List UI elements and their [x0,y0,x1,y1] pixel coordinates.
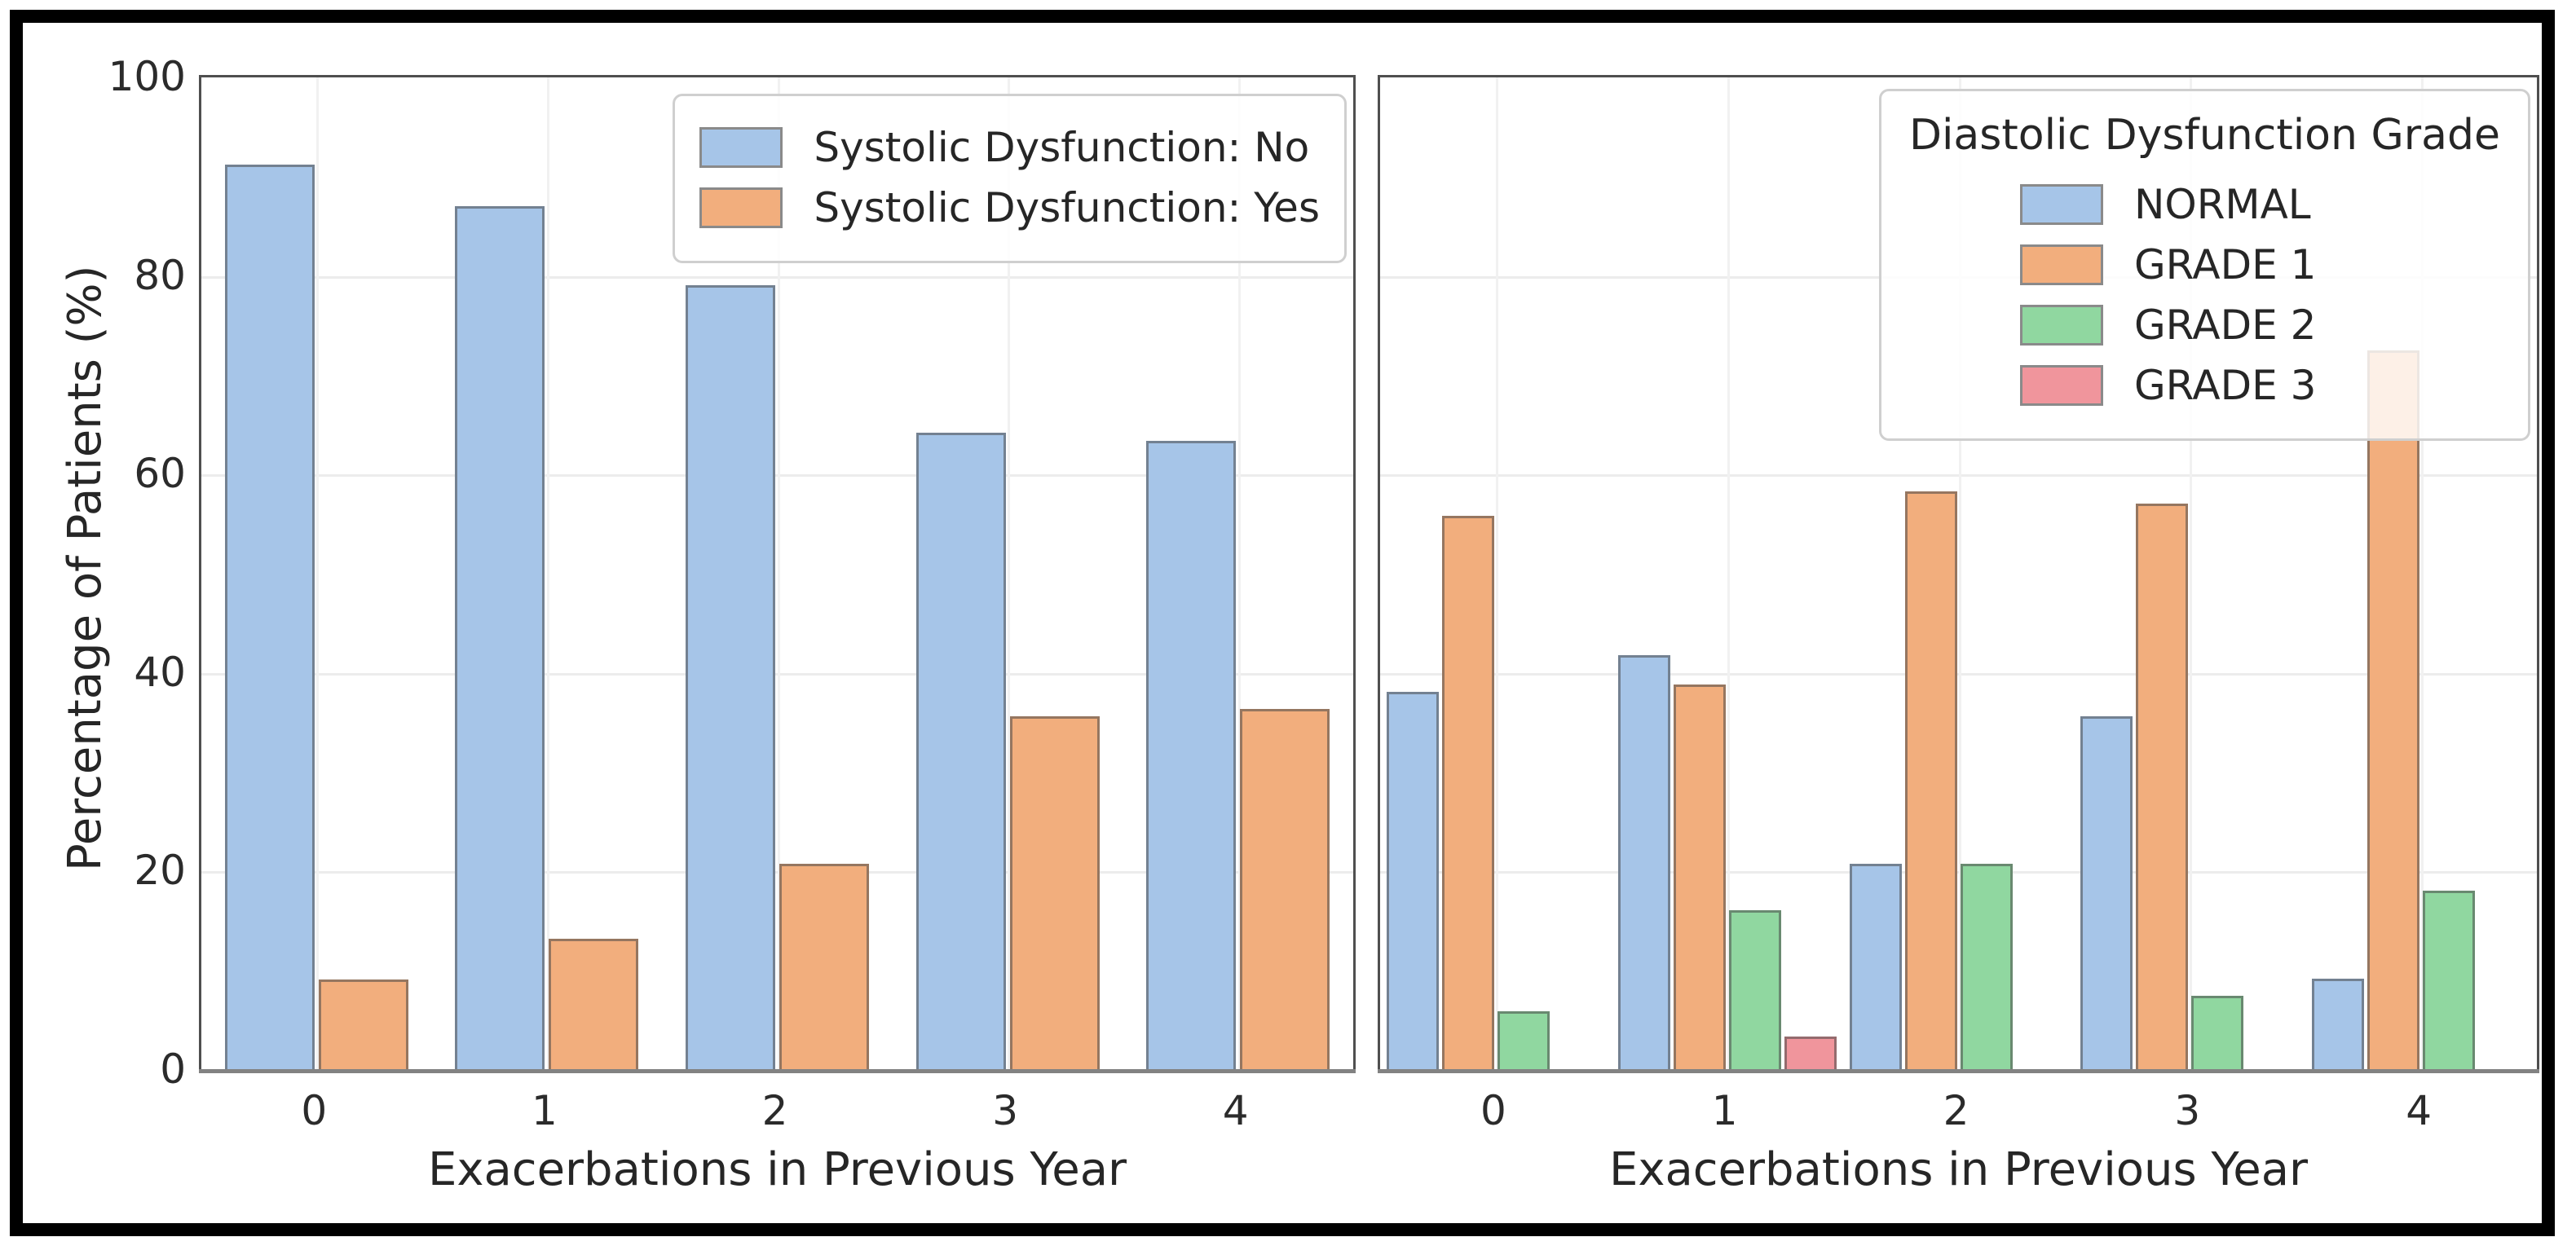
legend-swatch-grade-1 [2019,244,2103,285]
x-tick-label: 0 [1480,1087,1506,1134]
bar [2367,350,2420,1070]
y-tick-label: 40 [134,648,186,696]
bar [2191,995,2244,1070]
v-gridline [316,77,320,1070]
right-x-axis-label: Exacerbations in Previous Year [1608,1143,2309,1196]
v-gridline [1958,77,1961,1070]
bar [1441,516,1494,1070]
bar [1673,685,1726,1070]
bar [779,863,869,1070]
legend-label: GRADE 2 [2133,302,2317,349]
right-legend: Diastolic Dysfunction Grade NORMAL GRADE 1… [1878,89,2530,441]
x-tick-label: 0 [301,1087,328,1134]
bar [2136,503,2189,1070]
legend-swatch-systolic-dysfunction-yes [699,187,783,228]
bar [1146,440,1237,1070]
bar [1960,863,2013,1070]
legend-swatch-normal [2019,184,2103,225]
bar [2080,716,2133,1070]
legend-swatch-grade-3 [2019,365,2103,406]
bar [1617,654,1670,1070]
v-gridline [546,77,549,1070]
x-tick-label: 1 [531,1087,558,1134]
legend-item: NORMAL [1906,181,2503,228]
legend-item: Systolic Dysfunction: No [699,124,1320,171]
x-tick-label: 1 [1711,1087,1738,1134]
bar [2312,978,2365,1070]
legend-item: GRADE 2 [1906,302,2503,349]
y-tick-labels: 0 20 40 60 80 100 [0,0,186,1259]
v-gridline [2190,77,2193,1070]
left-x-axis-label: Exacerbations in Previous Year [427,1143,1127,1196]
y-tick-label: 80 [134,251,186,299]
x-tick-label: 2 [1943,1087,1969,1134]
legend-label: Systolic Dysfunction: No [814,124,1310,171]
x-tick-label: 2 [761,1087,788,1134]
v-gridline [1008,77,1011,1070]
bar [549,939,639,1070]
bar [455,206,545,1070]
legend-label: Systolic Dysfunction: Yes [814,184,1320,231]
bar [1009,716,1100,1070]
bar [686,284,775,1070]
v-gridline [1495,77,1498,1070]
x-tick-label: 3 [992,1087,1018,1134]
left-legend: Systolic Dysfunction: No Systolic Dysfunc… [673,94,1347,263]
y-tick-label: 60 [134,450,186,498]
legend-swatch-grade-2 [2019,305,2103,346]
bar [1240,708,1330,1070]
left-chart-plot-area: Systolic Dysfunction: No Systolic Dysfunc… [199,75,1356,1073]
legend-title: Diastolic Dysfunction Grade [1908,111,2500,160]
bar [1904,491,1957,1070]
bar [1497,1011,1550,1070]
legend-item: GRADE 3 [1906,362,2503,409]
x-tick-label: 4 [2406,1087,2432,1134]
v-gridline [1237,77,1241,1070]
bar [1849,863,1902,1070]
y-tick-label: 100 [108,53,186,100]
legend-label: GRADE 3 [2133,362,2317,409]
bar [1386,691,1439,1070]
v-gridline [777,77,780,1070]
bar [915,433,1006,1070]
legend-item: GRADE 1 [1906,241,2503,288]
legend-label: GRADE 1 [2133,241,2317,288]
legend-item: Systolic Dysfunction: Yes [699,184,1320,231]
v-gridline [1727,77,1730,1070]
x-axis-line [1378,1069,2539,1073]
x-tick-label: 4 [1222,1087,1249,1134]
bar [224,165,315,1070]
v-gridline [2421,77,2424,1070]
legend-label: NORMAL [2133,181,2311,228]
y-tick-label: 20 [134,847,186,895]
bar [1728,909,1781,1070]
bar [2423,890,2476,1070]
y-tick-label: 0 [160,1045,186,1093]
x-axis-line [199,1069,1356,1073]
x-tick-label: 3 [2174,1087,2201,1134]
right-chart-plot-area: Diastolic Dysfunction Grade NORMAL GRADE 1… [1378,75,2539,1073]
bar [318,979,408,1070]
bar [1784,1036,1837,1070]
legend-swatch-systolic-dysfunction-no [699,127,783,168]
